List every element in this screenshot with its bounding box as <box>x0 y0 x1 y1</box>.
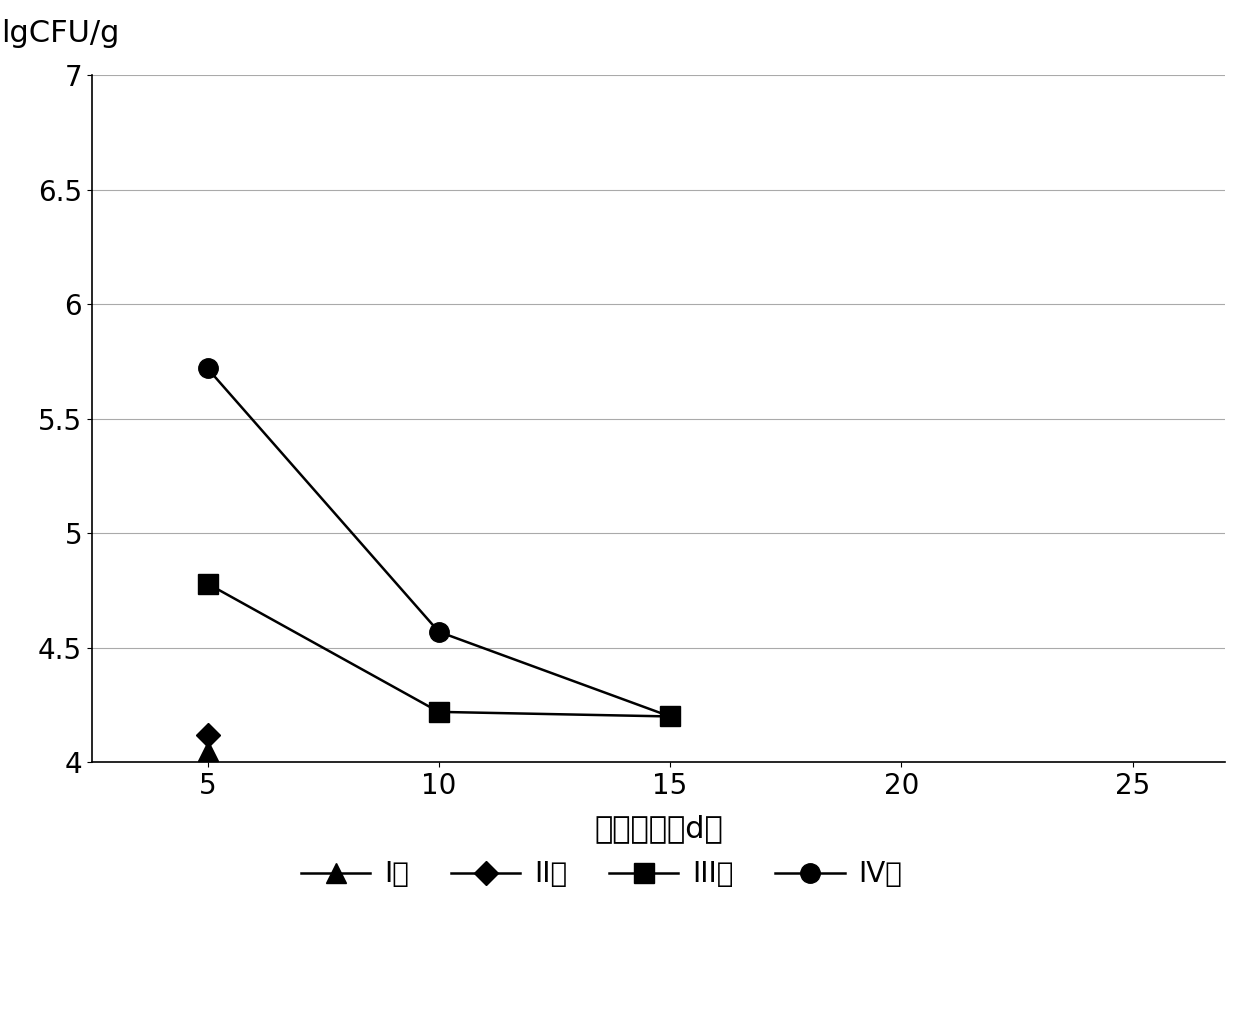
Legend: I组, II组, III组, IV组: I组, II组, III组, IV组 <box>290 849 914 899</box>
Text: lgCFU/g: lgCFU/g <box>1 19 119 48</box>
X-axis label: 滖留天数（d）: 滖留天数（d） <box>594 814 723 843</box>
